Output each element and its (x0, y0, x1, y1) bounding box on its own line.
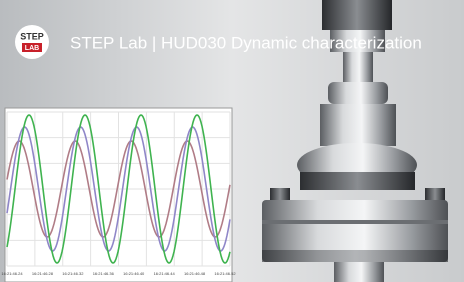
inset-chart: 16:21:46.24 16:21:46.28 16:21:46.32 16:21:4… (1, 108, 236, 282)
logo-top: STEP (20, 31, 44, 41)
logo-bottom: LAB (25, 45, 39, 52)
video-frame: STEP LAB STEP Lab | HUD030 Dynamic chara… (0, 0, 464, 282)
x-tick-label: 16:21:46.36 (93, 271, 115, 276)
x-tick-label: 16:21:46.32 (62, 271, 84, 276)
x-tick-label: 16:21:46.44 (154, 271, 176, 276)
video-title: STEP Lab | HUD030 Dynamic characterizati… (70, 33, 422, 52)
x-tick-label: 16:21:46.40 (123, 271, 145, 276)
x-tick-label: 16:21:46.48 (184, 271, 206, 276)
x-tick-label: 16:21:46.28 (32, 271, 54, 276)
logo-badge (15, 25, 49, 59)
scene: STEP LAB STEP Lab | HUD030 Dynamic chara… (0, 0, 464, 282)
x-tick-label: 16:21:46.24 (1, 271, 23, 276)
x-tick-label: 16:21:46.52 (214, 271, 236, 276)
